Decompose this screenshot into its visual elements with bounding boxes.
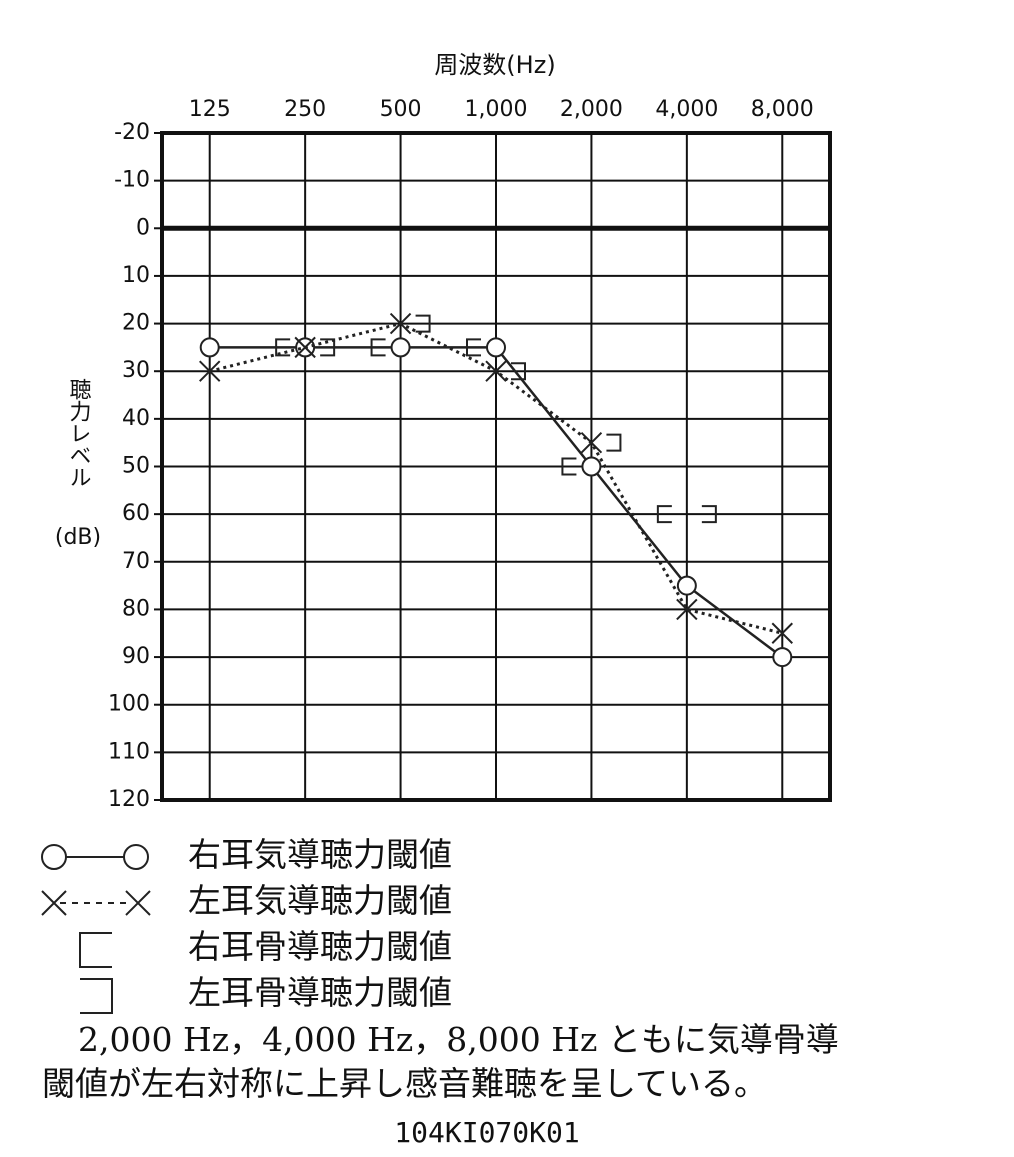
legend-symbol [41, 844, 67, 870]
legend-symbol [123, 844, 149, 870]
y-tick-label: 60 [122, 501, 150, 526]
marker-bracket [370, 338, 386, 357]
marker-bracket [320, 338, 336, 357]
marker-cross [485, 360, 507, 382]
y-tick-label: 10 [122, 263, 150, 288]
y-tick-label: -20 [114, 120, 150, 145]
x-tick-label: 250 [284, 97, 326, 122]
marker-bracket [415, 314, 431, 333]
marker-circle [486, 337, 506, 358]
legend-entry: 右耳骨導聴力閾値 [79, 927, 452, 968]
y-tick-label: 80 [122, 596, 150, 621]
series [275, 338, 672, 524]
legend-label: 左耳骨導聴力閾値 [188, 973, 452, 1012]
marker-bracket [656, 505, 672, 524]
y-axis-unit: (dB) [55, 525, 101, 550]
legend-entry: 左耳骨導聴力閾値 [80, 973, 452, 1014]
x-tick-label: 8,000 [751, 97, 814, 122]
legend-label: 右耳骨導聴力閾値 [188, 927, 452, 966]
marker-cross [294, 336, 316, 359]
marker-cross [199, 360, 221, 382]
marker-circle [390, 337, 411, 358]
marker-circle [581, 456, 602, 477]
series [320, 314, 717, 524]
y-tick-label: 120 [108, 787, 150, 812]
legend-label: 左耳気導聴力閾値 [188, 881, 452, 920]
legend-label: 右耳気導聴力閾値 [188, 835, 452, 874]
y-tick-label: -10 [114, 168, 150, 193]
legend-entry: 右耳気導聴力閾値 [41, 835, 452, 874]
marker-circle [772, 647, 793, 668]
marker-bracket [466, 338, 481, 357]
caption-line: 2,000 Hz，4,000 Hz，8,000 Hz ともに気導骨導 [78, 1020, 839, 1059]
marker-bracket [275, 338, 291, 357]
legend-symbol [80, 978, 113, 1014]
legend-symbol [79, 932, 112, 968]
y-tick-label: 40 [122, 406, 150, 431]
marker-circle [676, 575, 697, 596]
y-tick-label: 110 [108, 739, 150, 764]
y-axis-title: 聴力レベル [66, 378, 92, 488]
y-tick-label: 70 [122, 549, 150, 574]
plot-frame [160, 131, 832, 802]
y-tick-label: 20 [122, 311, 150, 336]
marker-bracket [511, 362, 526, 381]
x-tick-label: 1,000 [465, 97, 528, 122]
y-tick-label: 50 [122, 454, 150, 479]
footer: 104KI070K01 [394, 1116, 579, 1149]
marker-bracket [606, 433, 622, 452]
marker-cross [676, 598, 698, 621]
marker-cross [580, 431, 603, 454]
y-tick-label: 0 [136, 215, 150, 240]
marker-bracket [701, 505, 717, 524]
y-tick-label: 100 [108, 692, 150, 717]
legend-entry: 左耳気導聴力閾値 [41, 881, 452, 920]
y-tick-label: 90 [122, 644, 150, 669]
x-tick-label: 125 [189, 97, 231, 122]
series [199, 312, 793, 644]
x-tick-label: 500 [380, 97, 422, 122]
x-axis-title: 周波数(Hz) [434, 51, 555, 79]
x-tick-label: 2,000 [560, 97, 623, 122]
legend-symbol [41, 890, 151, 916]
x-tick-label: 4,000 [655, 97, 718, 122]
marker-circle [199, 337, 220, 358]
caption-line: 閾値が左右対称に上昇し感音難聴を呈している。 [42, 1064, 767, 1103]
marker-cross [389, 312, 412, 335]
marker-cross [771, 622, 793, 644]
marker-bracket [561, 457, 577, 476]
y-tick-label: 30 [122, 358, 150, 383]
